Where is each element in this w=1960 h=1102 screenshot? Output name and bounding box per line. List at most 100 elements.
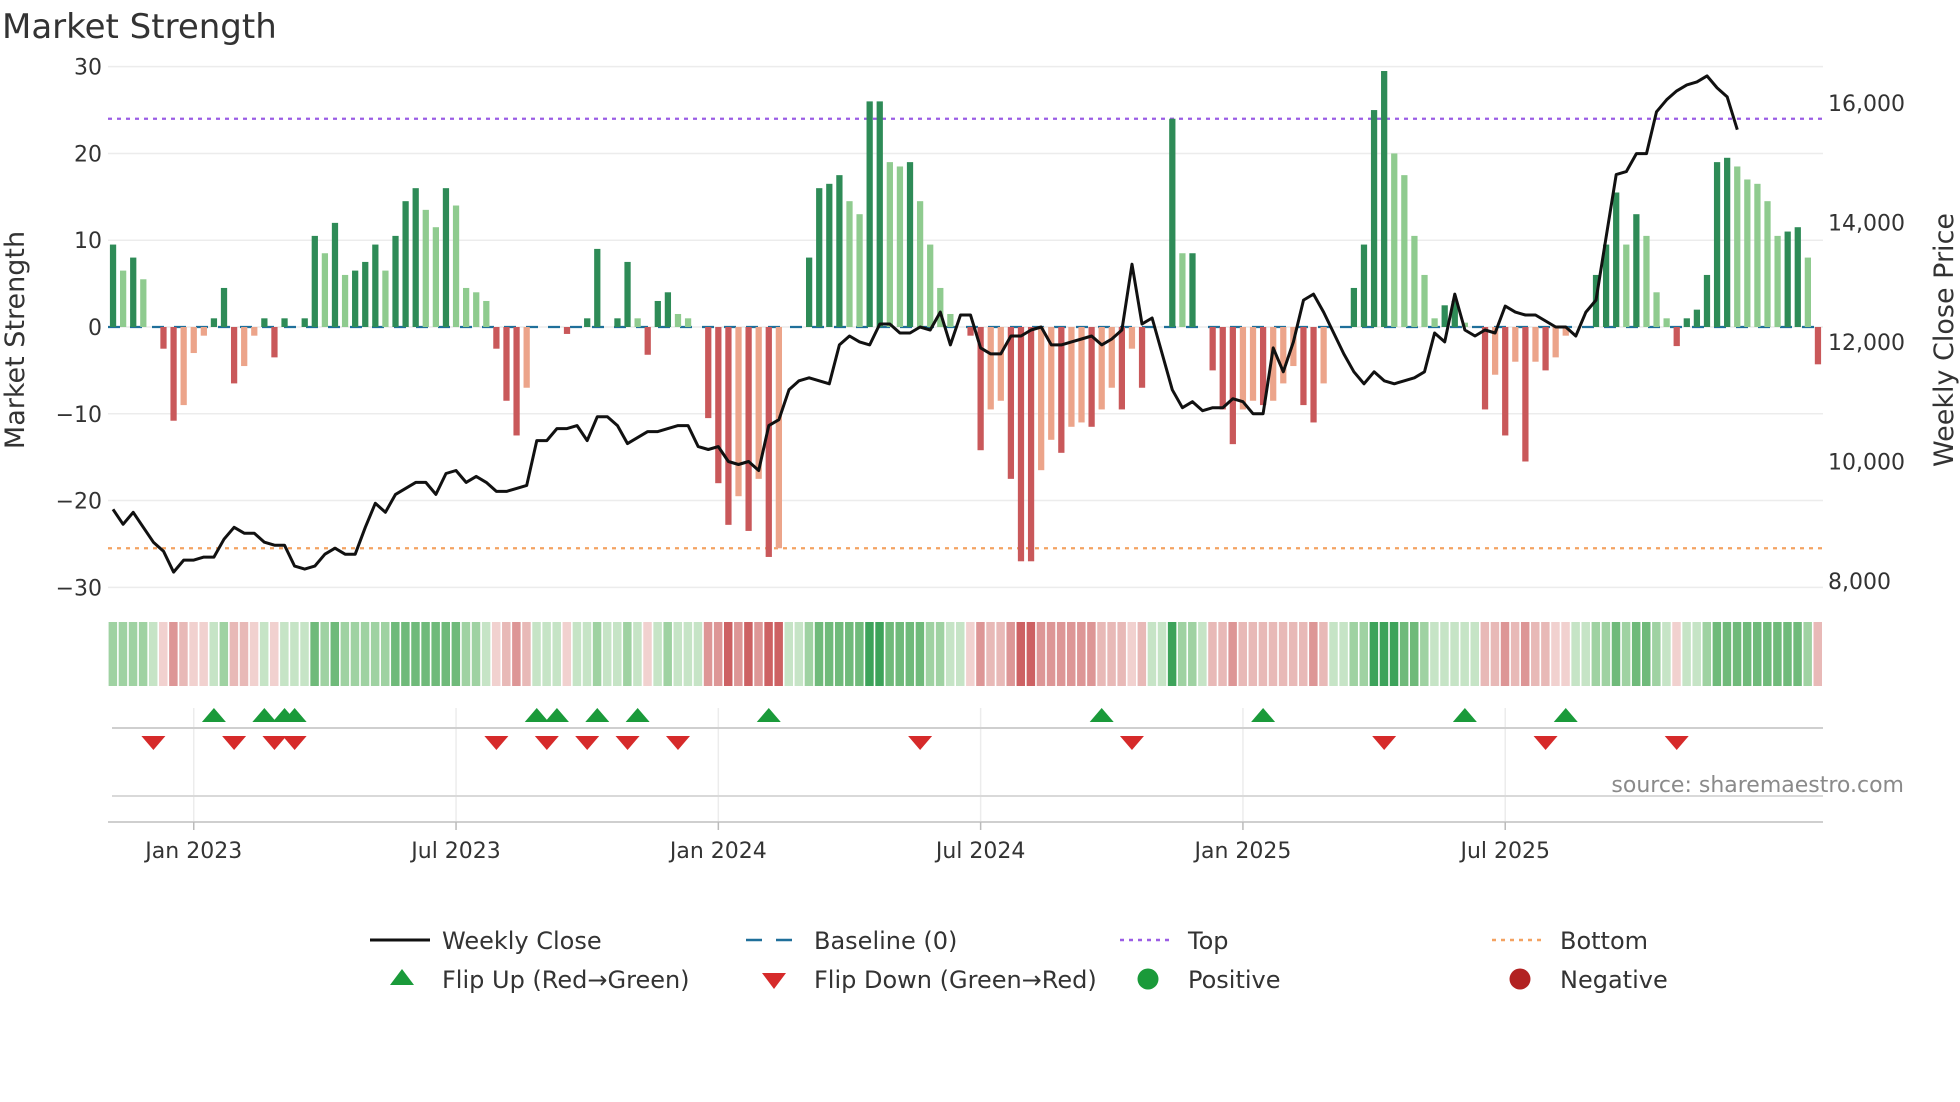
strength-bar	[1683, 318, 1690, 327]
strength-bar	[1522, 327, 1529, 462]
heat-cell	[1309, 622, 1318, 686]
strength-bar	[1088, 327, 1095, 427]
flip-down-marker	[1372, 736, 1397, 750]
heat-cell	[330, 622, 340, 686]
strength-bar	[261, 318, 268, 327]
heat-cell	[1056, 622, 1066, 686]
strength-bar	[886, 162, 893, 327]
strength-bar	[937, 287, 944, 327]
heat-cell	[1248, 622, 1258, 686]
heat-cell	[1026, 622, 1036, 686]
strength-bar	[1734, 166, 1741, 327]
heat-cell	[159, 622, 168, 686]
flip-down-marker	[282, 736, 307, 750]
heat-cell	[814, 622, 824, 686]
heat-cell	[1369, 622, 1379, 686]
strength-bar	[1058, 327, 1065, 453]
flip-up-marker	[625, 708, 650, 722]
strength-bar	[866, 101, 873, 327]
left-tick-label: −10	[56, 403, 102, 428]
heat-cell	[1672, 622, 1681, 686]
heat-cell	[1752, 622, 1762, 686]
heat-cell	[1087, 622, 1096, 686]
heat-cell	[320, 622, 329, 686]
flip-down-marker	[1664, 736, 1689, 750]
strength-bar	[816, 188, 823, 327]
strength-bar	[1431, 318, 1438, 327]
heat-cell	[996, 622, 1005, 686]
strength-bar	[987, 327, 994, 410]
heat-cell	[613, 622, 622, 686]
heat-cell	[1803, 622, 1812, 686]
heat-cell	[1722, 622, 1732, 686]
heat-cell	[1077, 622, 1086, 686]
heat-cell	[905, 622, 915, 686]
strength-bar	[130, 257, 137, 327]
strength-bar	[1048, 327, 1055, 440]
heat-cell	[1591, 622, 1601, 686]
heat-cell	[794, 622, 804, 686]
heat-cell	[431, 622, 440, 686]
strength-bar	[523, 327, 530, 388]
x-tick-label: Jan 2025	[1192, 839, 1291, 864]
strength-bar	[563, 327, 571, 334]
flip-down-marker	[534, 736, 559, 750]
heat-cell	[1561, 622, 1570, 686]
heat-cell	[824, 622, 834, 686]
strength-bar	[1421, 274, 1428, 327]
strength-bar	[392, 235, 399, 327]
heat-cell	[1541, 622, 1550, 686]
x-tick-label: Jan 2023	[143, 839, 242, 864]
right-tick-label: 12,000	[1828, 331, 1905, 356]
strength-bar	[140, 279, 147, 327]
strength-bar	[1078, 327, 1085, 423]
strength-bar	[1532, 327, 1539, 362]
strength-bar	[120, 270, 127, 327]
legend-label: Baseline (0)	[814, 927, 957, 955]
heat-cell	[784, 622, 793, 686]
strength-bar	[1017, 327, 1025, 562]
heat-cell	[1389, 622, 1399, 686]
legend-item: Flip Down (Green→Red)	[762, 966, 1097, 994]
right-tick-label: 8,000	[1828, 570, 1891, 595]
heat-cell	[1299, 622, 1308, 686]
flip-up-marker	[544, 708, 569, 722]
heat-cell	[1460, 622, 1469, 686]
heat-cell	[1288, 622, 1298, 686]
strength-bar	[1441, 305, 1448, 327]
flip-down-marker	[665, 736, 690, 750]
strength-bar	[241, 327, 248, 367]
heat-cell	[1510, 622, 1520, 686]
heat-cell	[562, 622, 572, 686]
heat-cell	[1732, 622, 1742, 686]
strength-bar	[755, 327, 762, 479]
legend-label: Weekly Close	[442, 927, 602, 955]
strength-bar	[442, 188, 450, 327]
legend-label: Bottom	[1560, 927, 1648, 955]
heat-cell	[128, 622, 138, 686]
heat-cell	[653, 622, 662, 686]
strength-bar	[876, 101, 883, 327]
heat-cell	[270, 622, 279, 686]
strength-bar	[109, 244, 117, 327]
strength-bar	[594, 248, 601, 327]
heat-cell	[370, 622, 380, 686]
flip-up-marker	[201, 708, 226, 722]
strength-bar	[927, 244, 934, 327]
flip-down-marker	[1533, 736, 1558, 750]
heat-cell	[915, 622, 925, 686]
strength-bar	[311, 235, 318, 327]
heat-cell	[340, 622, 350, 686]
strength-bar	[624, 261, 631, 327]
strength-bar	[1774, 235, 1781, 327]
strength-bar	[352, 270, 359, 327]
right-tick-label: 10,000	[1828, 451, 1905, 476]
heat-cell	[118, 622, 128, 686]
heat-cell	[1440, 622, 1449, 686]
heat-cell	[1399, 622, 1409, 686]
heat-cell	[582, 622, 592, 686]
heat-cell	[1631, 622, 1641, 686]
heat-cell	[966, 622, 975, 686]
strength-bar	[1643, 235, 1650, 327]
